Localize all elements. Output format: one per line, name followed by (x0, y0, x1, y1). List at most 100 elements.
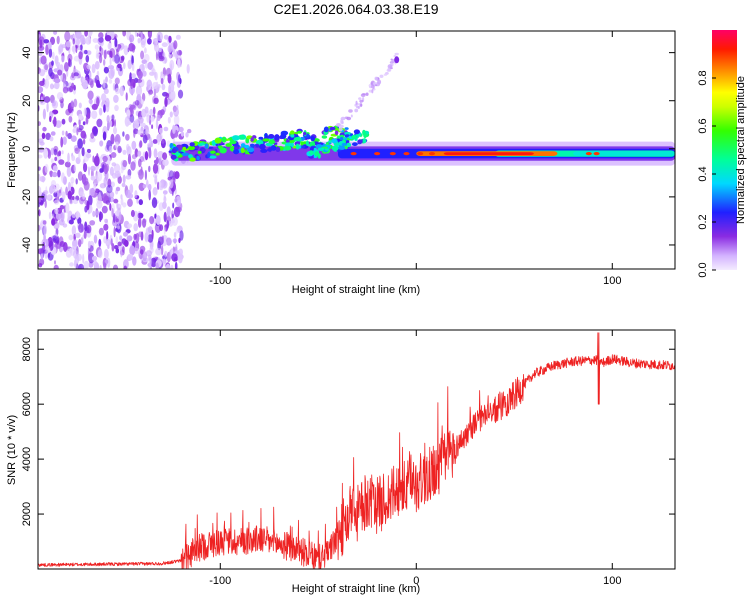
spectrogram-signal-cell (194, 144, 199, 150)
spectrogram-noise-cell (49, 115, 52, 123)
spectrogram-trace-cell (374, 76, 378, 81)
spectrogram-noise-cell (127, 223, 133, 228)
colorbar-gradient (712, 30, 737, 270)
spectrogram-peak-cell (593, 152, 600, 156)
spectrogram-noise-cell (103, 88, 109, 95)
spectrogram-noise-cell (162, 158, 169, 167)
spectrogram-noise-cell (125, 175, 132, 180)
spectrogram-noise-cell (57, 69, 63, 76)
spectrogram-noise-cell (138, 231, 143, 237)
spectrogram-noise-cell (178, 252, 183, 264)
spectrogram-peak-cell (350, 152, 357, 156)
spectrogram-noise-cell (88, 166, 90, 176)
spectrogram-noise-cell (164, 250, 168, 258)
spectrogram-noise-cell (130, 79, 134, 90)
spectrogram-noise-cell (117, 225, 120, 230)
colorbar-tick-label: 0.4 (697, 166, 709, 181)
spectrogram-noise-cell (38, 86, 44, 94)
spectrogram-trace-cell (374, 84, 378, 87)
spectrogram-noise-cell (97, 249, 103, 259)
spectrogram-noise-cell (119, 235, 123, 241)
spectrogram-noise-cell (131, 241, 136, 247)
spectrogram-noise-cell (120, 55, 125, 61)
spectrogram-trace-cell (371, 89, 374, 94)
spectrogram-signal-cell (362, 138, 367, 144)
spectrogram-noise-cell (163, 34, 169, 40)
spectrogram-noise-cell (107, 65, 115, 70)
spectrogram-noise-cell (137, 37, 141, 44)
spectrogram-signal-cell (352, 142, 358, 147)
spectrogram-signal-cell (188, 145, 195, 151)
spectrogram-noise-cell (106, 230, 109, 241)
spectrogram-noise-cell (113, 226, 116, 238)
spectrogram-noise-cell (59, 189, 61, 194)
spectrogram-noise-cell (172, 202, 175, 209)
spectrogram-noise-cell (110, 133, 115, 145)
spectrogram-noise-cell (48, 48, 53, 58)
spectrogram-noise-cell (139, 140, 143, 148)
spectrogram-noise-cell (147, 183, 152, 191)
spectrogram-signal-cell (209, 155, 217, 159)
spectrogram-noise-cell (80, 34, 85, 45)
spectrogram-peak-cell (374, 152, 381, 156)
spectrogram-noise-cell (136, 32, 139, 37)
spectrogram-noise-cell (78, 239, 82, 248)
spectrogram-noise-cell (67, 190, 72, 200)
spectrogram-signal-cell (328, 140, 333, 143)
spectrogram-signal-cell (237, 134, 246, 140)
spectrogram-noise-cell (123, 239, 129, 247)
spectrogram-noise-cell (154, 213, 157, 219)
spectrogram-signal-cell (285, 139, 290, 143)
spectrogram-noise-cell (129, 245, 136, 256)
spectrogram-noise-cell (114, 119, 116, 127)
spectrogram-noise-cell (149, 108, 154, 116)
spectrogram-noise-cell (111, 114, 115, 121)
spectrogram-noise-cell (51, 51, 55, 60)
spectrogram-trace-cell (365, 92, 369, 96)
spectrogram-noise-cell (70, 34, 73, 40)
spectrogram-noise-cell (175, 34, 181, 40)
spectrogram-noise-cell (173, 107, 180, 117)
spectrogram-noise-cell (82, 79, 89, 90)
spectrogram-noise-cell (69, 262, 74, 267)
spectrogram-noise-cell (119, 67, 123, 72)
spectrogram-noise-cell (70, 181, 74, 187)
spectrogram-noise-cell (110, 152, 117, 158)
spectrogram-noise-cell (62, 223, 68, 228)
spectrogram-noise-cell (40, 96, 44, 104)
spectrogram-noise-cell (144, 47, 147, 54)
spectrogram-signal-cell (225, 143, 232, 147)
spectrogram-noise-cell (162, 152, 168, 160)
spectrogram-noise-cell (140, 31, 143, 41)
spectrogram-noise-cell (177, 74, 181, 83)
spectrogram-y-tick-label: 20 (21, 95, 33, 107)
spectrogram-noise-cell (122, 160, 128, 168)
spectrogram-noise-cell (65, 130, 68, 137)
spectrogram-noise-cell (180, 131, 185, 137)
spectrogram-signal-cell (344, 127, 349, 130)
spectrogram-noise-cell (82, 138, 86, 145)
spectrogram-peak-cell (429, 152, 435, 156)
spectrogram-noise-cell (115, 210, 120, 217)
spectrogram-noise-cell (55, 120, 62, 128)
spectrogram-noise-cell (156, 114, 161, 122)
spectrogram-noise-cell (105, 76, 108, 83)
spectrogram-noise-cell (76, 38, 80, 46)
spectrogram-noise-cell (61, 191, 66, 201)
spectrogram-noise-cell (52, 165, 58, 172)
spectrogram-noise-cell (84, 31, 88, 37)
spectrogram-noise-cell (103, 262, 107, 269)
spectrogram-noise-cell (175, 195, 182, 207)
spectrogram-noise-cell (38, 131, 41, 141)
spectrogram-noise-cell (73, 55, 80, 62)
spectrogram-noise-cell (137, 116, 144, 124)
spectrogram-noise-cell (53, 191, 58, 198)
spectrogram-noise-cell (167, 73, 172, 84)
spectrogram-panel: -100 100 -40 -20 0 20 40 Height of straight li… (6, 30, 676, 296)
snr-y-tick-label: 2000 (21, 502, 33, 526)
spectrogram-noise-cell (38, 146, 45, 153)
spectrogram-signal-cell (323, 126, 329, 133)
spectrogram-signal-cell (221, 136, 227, 143)
spectrogram-noise-cell (61, 55, 65, 63)
spectrogram-noise-cell (82, 192, 86, 200)
